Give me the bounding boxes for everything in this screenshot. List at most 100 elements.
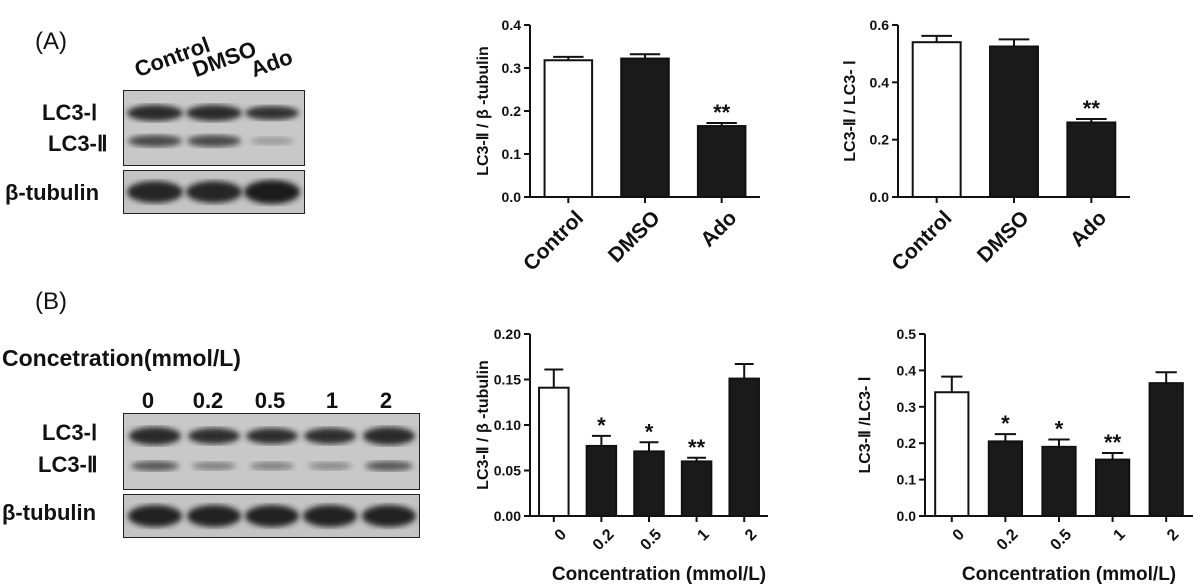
significance-mark: * — [1001, 411, 1010, 436]
significance-mark: * — [645, 419, 654, 444]
x-tick-label: 2 — [1164, 526, 1182, 544]
band-tubulin-lane2 — [186, 181, 242, 203]
band-tubulin-lane1 — [127, 181, 183, 203]
band-b-lc3ii-lane5 — [365, 461, 413, 471]
band-b-lc3i-lane3 — [246, 428, 298, 444]
y-tick-label: 0.6 — [870, 17, 890, 33]
y-tick-label: 0.05 — [494, 463, 521, 479]
x-tick-label: Control — [887, 206, 956, 275]
band-b-tubulin-lane4 — [303, 505, 357, 527]
y-tick-label: 0.2 — [870, 132, 890, 148]
band-b-tubulin-lane1 — [128, 505, 182, 527]
band-label-lc3i: LC3-Ⅰ — [42, 100, 98, 125]
band-b-tubulin-lane3 — [245, 505, 299, 527]
blot-background — [124, 91, 304, 165]
y-tick-label: 0.5 — [897, 326, 917, 342]
band-b-lc3ii-lane4 — [308, 462, 352, 470]
x-tick-label: DMSO — [973, 206, 1034, 267]
band-lc3i-lane2 — [186, 105, 242, 121]
bar-0.5 — [1041, 445, 1077, 517]
bar-0 — [538, 386, 570, 517]
x-tick-label: 0.5 — [637, 526, 665, 554]
band-lc3i-lane1 — [127, 105, 183, 121]
x-tick-label: 0 — [950, 526, 968, 544]
conc-lane-label-0.2: 0.2 — [192, 388, 224, 413]
band-b-tubulin-lane2 — [187, 505, 241, 527]
chart-2: 0.0 0.2 0.4 0.6 LC3-Ⅱ / LC3- Ⅰ Control DMSO ** A… — [842, 17, 1130, 276]
significance-mark: * — [597, 413, 606, 438]
blot-b-lc3 — [123, 413, 420, 490]
x-tick-label: 1 — [1110, 526, 1128, 544]
y-tick-label: 0.4 — [870, 74, 890, 90]
band-label-b-lc3i: LC3-Ⅰ — [42, 420, 98, 445]
blot-a-lc3-bands — [124, 91, 304, 165]
chart-1: 0.0 0.1 0.2 0.3 0.4 LC3-Ⅱ / β -tubulin Control… — [475, 17, 760, 276]
band-label-b-lc3ii: LC3-Ⅱ — [38, 452, 98, 477]
band-lc3ii-lane3 — [250, 137, 294, 145]
x-tick-label: Ado — [696, 206, 741, 251]
y-tick-label: 0.15 — [494, 372, 521, 388]
conc-lane-label-1: 1 — [325, 388, 339, 413]
band-b-lc3i-lane5 — [363, 427, 415, 445]
band-b-lc3i-lane2 — [188, 428, 240, 444]
x-tick-label: Control — [519, 206, 588, 275]
band-b-lc3i-lane4 — [304, 428, 356, 444]
bar-0 — [934, 391, 970, 517]
x-tick-label: 0 — [552, 526, 570, 544]
y-tick-label: 0.1 — [897, 472, 917, 488]
bar-2 — [1148, 382, 1184, 518]
band-lc3i-lane3 — [245, 106, 299, 120]
bar-DMSO — [989, 45, 1039, 198]
y-tick-label: 0.4 — [502, 17, 522, 33]
band-tubulin-lane3 — [244, 180, 300, 204]
x-tick-label: 2 — [742, 526, 760, 544]
significance-mark: ** — [688, 435, 706, 460]
conc-lane-label-0.5: 0.5 — [254, 388, 286, 413]
y-axis-label: LC3-Ⅱ /LC3- Ⅰ — [857, 376, 874, 473]
y-tick-label: 0.00 — [494, 508, 521, 524]
x-axis-label: Concentration (mmol/L) — [552, 564, 766, 585]
chart-3: 0.00 0.05 0.10 0.15 0.20 LC3-Ⅱ / β -tubulin 0 *… — [475, 326, 768, 585]
blot-a-lc3 — [123, 90, 305, 166]
bar-Control — [543, 59, 594, 199]
y-tick-label: 0.4 — [897, 362, 917, 378]
bar-2 — [728, 377, 760, 517]
significance-mark: ** — [1083, 96, 1101, 121]
y-tick-label: 0.0 — [897, 508, 917, 524]
y-tick-label: 0.1 — [502, 146, 522, 162]
y-tick-label: 0.2 — [502, 103, 522, 119]
bar-Ado — [1066, 121, 1117, 198]
bar-DMSO — [620, 57, 670, 199]
x-axis-label: Concentration (mmol/L) — [962, 564, 1176, 585]
band-b-lc3ii-lane1 — [131, 461, 179, 471]
x-tick-label: 0.5 — [1047, 526, 1075, 554]
band-lc3ii-lane2 — [187, 135, 241, 147]
band-b-lc3ii-lane2 — [192, 462, 236, 470]
x-tick-label: 0.2 — [994, 526, 1022, 554]
y-tick-label: 0.20 — [494, 326, 521, 342]
y-tick-label: 0.0 — [502, 189, 522, 205]
y-axis-label: LC3-Ⅱ / β -tubulin — [475, 360, 492, 490]
x-tick-label: Ado — [1066, 206, 1111, 251]
panel-a-label: (A) — [35, 28, 67, 55]
x-tick-label: DMSO — [604, 206, 665, 267]
y-tick-label: 0.2 — [897, 435, 917, 451]
bar-0.2 — [987, 440, 1024, 518]
significance-mark: ** — [713, 100, 731, 125]
blot-b-lc3-bands — [124, 414, 419, 489]
bar-Ado — [696, 125, 747, 198]
bar-1 — [680, 460, 713, 517]
band-b-lc3i-lane1 — [129, 427, 181, 445]
blot-background — [124, 414, 419, 489]
band-label-b-tubulin: β-tubulin — [2, 500, 97, 525]
y-tick-label: 0.10 — [494, 417, 521, 433]
blot-a-tubulin — [123, 170, 305, 214]
chart-4: 0.0 0.1 0.2 0.3 0.4 0.5 LC3-Ⅱ /LC3- Ⅰ 0 * 0.2 * 0.5… — [857, 326, 1193, 585]
band-b-tubulin-lane5 — [362, 505, 416, 527]
bar-0.2 — [585, 444, 618, 517]
conc-lane-label-0: 0 — [141, 388, 155, 413]
band-b-lc3ii-lane3 — [250, 462, 294, 470]
significance-mark: * — [1055, 417, 1064, 442]
bar-0.5 — [633, 450, 665, 518]
